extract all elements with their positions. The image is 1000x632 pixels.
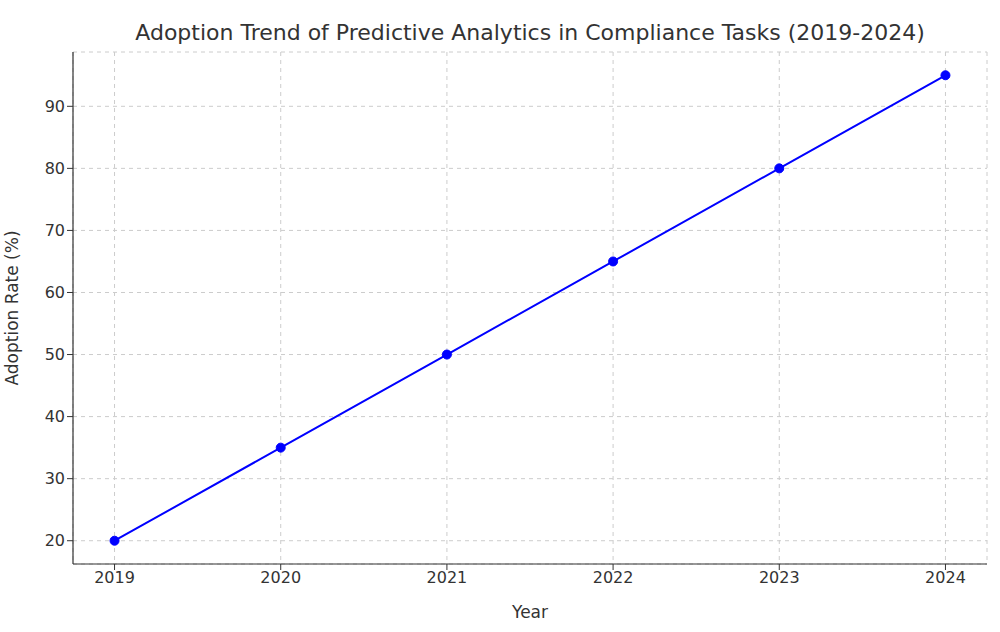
svg-text:2021: 2021 — [427, 568, 468, 587]
svg-text:Adoption Rate (%): Adoption Rate (%) — [8, 230, 22, 385]
svg-text:60: 60 — [45, 283, 65, 302]
svg-text:90: 90 — [45, 97, 65, 116]
svg-text:20: 20 — [45, 531, 65, 550]
svg-text:2020: 2020 — [260, 568, 301, 587]
html-text:Adoption Trend of Predictive A: Adoption Trend of Predictive Analytics i… — [135, 20, 925, 45]
svg-text:Year: Year — [511, 602, 548, 622]
svg-text:30: 30 — [45, 469, 65, 488]
svg-text:2024: 2024 — [925, 568, 966, 587]
svg-text:2023: 2023 — [759, 568, 800, 587]
svg-text:40: 40 — [45, 407, 65, 426]
svg-text:2019: 2019 — [94, 568, 135, 587]
svg-text:80: 80 — [45, 159, 65, 178]
svg-text:50: 50 — [45, 345, 65, 364]
svg-text:70: 70 — [45, 221, 65, 240]
svg-text:2022: 2022 — [593, 568, 634, 587]
